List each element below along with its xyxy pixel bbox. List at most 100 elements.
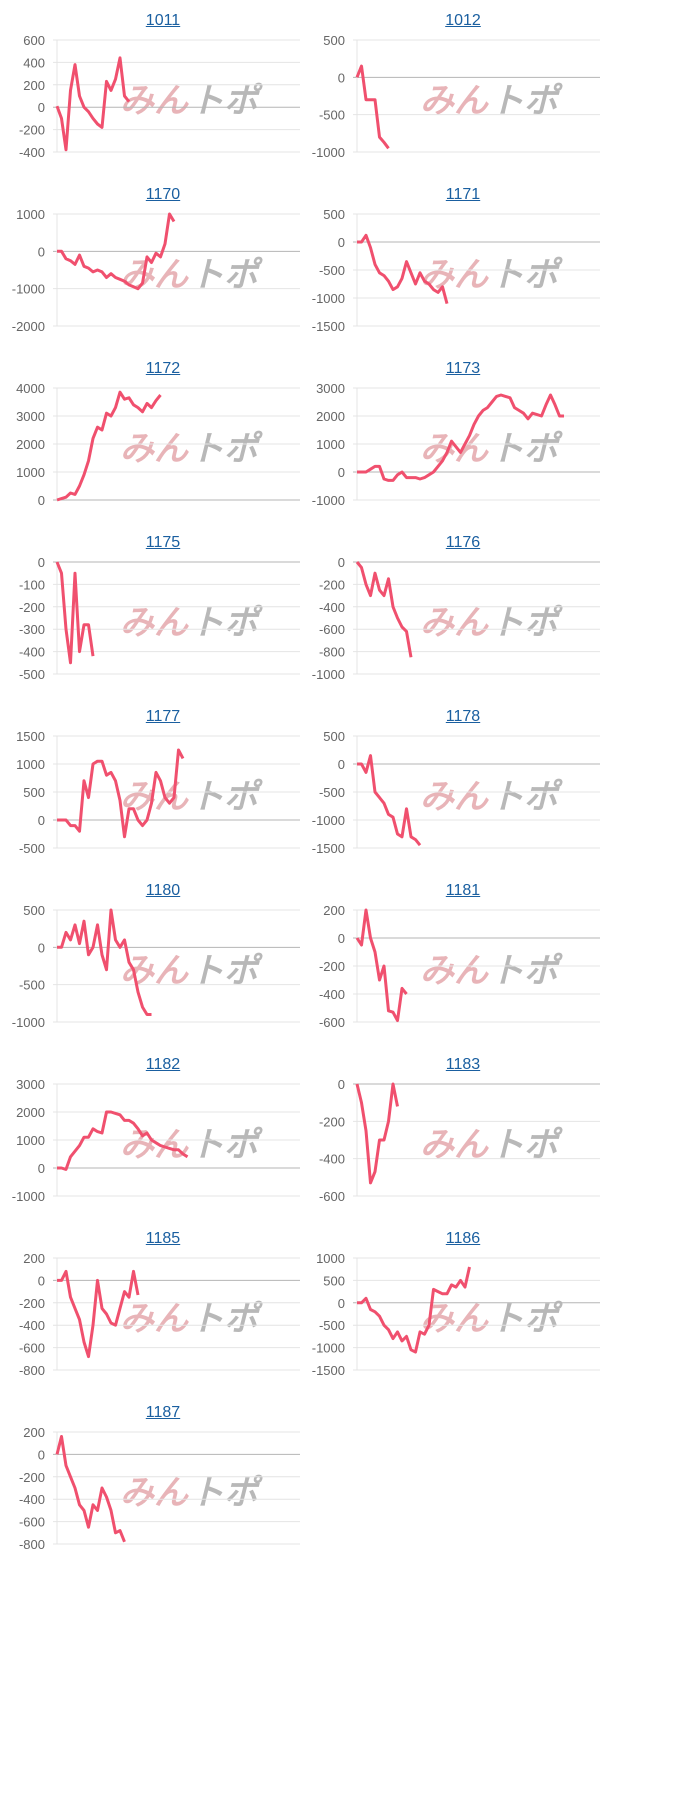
y-tick-label: -400 [319, 1152, 345, 1167]
chart-title-link[interactable]: 1182 [145, 1056, 181, 1073]
chart-title-link[interactable]: 1175 [145, 534, 181, 551]
y-tick-label: -1000 [312, 145, 345, 160]
svg-text:トポ: トポ [190, 603, 263, 643]
y-tick-label: 0 [338, 70, 345, 85]
series-line [56, 390, 162, 502]
line-chart: みん トポ 600 400 200 0 -200 -400 [19, 33, 300, 160]
y-tick-label: 500 [23, 785, 45, 800]
y-tick-label: -200 [319, 959, 345, 974]
y-tick-label: -1000 [312, 291, 345, 306]
chart-title-link[interactable]: 1176 [445, 534, 481, 551]
svg-text:トポ: トポ [490, 603, 563, 643]
y-tick-label: -200 [319, 1114, 345, 1129]
chart-panel: みん トポ 500 0 -500 -1000 -1500 1178 [300, 696, 600, 870]
y-tick-label: -300 [19, 622, 45, 637]
chart-title-link[interactable]: 1170 [145, 186, 181, 203]
y-tick-label: -600 [319, 1189, 345, 1204]
chart-title-link[interactable]: 1012 [445, 12, 481, 29]
y-tick-label: -1000 [312, 667, 345, 682]
y-tick-label: -800 [19, 1363, 45, 1378]
y-tick-label: -1500 [312, 1363, 345, 1378]
chart-title-link[interactable]: 1173 [445, 360, 481, 377]
chart-title-link[interactable]: 1172 [145, 360, 181, 377]
y-tick-label: 400 [23, 55, 45, 70]
series-line [55, 56, 131, 152]
y-tick-label: -500 [19, 841, 45, 856]
chart-title-link[interactable]: 1186 [445, 1230, 481, 1247]
watermark-logo: みん トポ [420, 951, 563, 991]
chart-title-link[interactable]: 1180 [145, 882, 181, 899]
chart-title-link[interactable]: 1185 [145, 1230, 181, 1247]
y-tick-label: -1000 [312, 1341, 345, 1356]
chart-panel: みん トポ 200 0 -200 -400 -600 -800 1185 [0, 1218, 300, 1392]
chart-title-link[interactable]: 1177 [145, 708, 181, 725]
chart-panel: みん トポ 600 400 200 0 -200 -400 1011 [0, 0, 300, 174]
y-tick-label: -600 [319, 1015, 345, 1030]
y-tick-label: 0 [338, 931, 345, 946]
y-tick-label: 200 [323, 903, 345, 918]
svg-text:みん: みん [120, 81, 189, 121]
y-tick-label: 2000 [316, 409, 345, 424]
svg-text:トポ: トポ [490, 1299, 563, 1339]
y-tick-label: 2000 [16, 1105, 45, 1120]
watermark-logo: みん トポ [120, 1299, 263, 1339]
y-tick-label: 0 [338, 757, 345, 772]
series-line [355, 908, 408, 1023]
chart-panel: みん トポ 1500 1000 500 0 -500 1177 [0, 696, 300, 870]
series-line [355, 1082, 399, 1185]
series-line [357, 754, 422, 847]
svg-text:みん: みん [420, 777, 489, 817]
y-tick-label: 0 [338, 465, 345, 480]
watermark-logo: みん トポ [420, 777, 563, 817]
line-chart: みん トポ 3000 2000 1000 0 -1000 [12, 1077, 300, 1204]
y-tick-label: -500 [319, 785, 345, 800]
watermark-logo: みん トポ [420, 255, 563, 295]
chart-panel: みん トポ 3000 2000 1000 0 -1000 1182 [0, 1044, 300, 1218]
y-tick-label: -1000 [12, 1015, 45, 1030]
series-line [55, 1435, 126, 1543]
y-tick-label: 3000 [16, 1077, 45, 1092]
chart-title-link[interactable]: 1011 [145, 12, 181, 29]
y-tick-label: -400 [19, 1492, 45, 1507]
y-tick-label: 0 [338, 1077, 345, 1092]
line-chart: みん トポ 500 0 -500 -1000 -1500 [312, 207, 600, 334]
svg-text:トポ: トポ [190, 1299, 263, 1339]
y-tick-label: 2000 [16, 437, 45, 452]
svg-text:トポ: トポ [190, 1125, 263, 1165]
watermark-logo: みん トポ [120, 1125, 263, 1165]
y-tick-label: -600 [19, 1515, 45, 1530]
y-tick-label: 0 [338, 1296, 345, 1311]
watermark-logo: みん トポ [120, 81, 263, 121]
svg-text:トポ: トポ [490, 777, 563, 817]
y-tick-label: 1000 [16, 207, 45, 222]
chart-title-link[interactable]: 1187 [145, 1404, 181, 1421]
chart-title-link[interactable]: 1171 [445, 186, 481, 203]
chart-panel: みん トポ 500 0 -500 -1000 1180 [0, 870, 300, 1044]
y-tick-label: 500 [323, 33, 345, 48]
y-tick-label: -200 [19, 1296, 45, 1311]
line-chart: みん トポ 1000 500 0 -500 -1000 -1500 [312, 1251, 600, 1378]
line-chart: みん トポ 200 0 -200 -400 -600 -800 [19, 1425, 300, 1552]
svg-text:トポ: トポ [190, 81, 263, 121]
watermark-logo: みん トポ [120, 603, 263, 643]
series-line [55, 561, 95, 665]
chart-title-link[interactable]: 1178 [445, 708, 481, 725]
svg-text:トポ: トポ [190, 777, 263, 817]
svg-text:みん: みん [120, 1299, 189, 1339]
chart-panel: みん トポ 500 0 -500 -1000 1012 [300, 0, 600, 174]
chart-title-link[interactable]: 1181 [445, 882, 481, 899]
chart-title-link[interactable]: 1183 [445, 1056, 481, 1073]
y-tick-label: -400 [19, 1318, 45, 1333]
y-tick-label: -1000 [312, 493, 345, 508]
y-tick-label: 0 [38, 1161, 45, 1176]
y-tick-label: -2000 [12, 319, 45, 334]
line-chart: みん トポ 0 -100 -200 -300 -400 -500 [19, 555, 300, 682]
y-tick-label: 0 [38, 813, 45, 828]
y-tick-label: 200 [23, 78, 45, 93]
svg-text:みん: みん [120, 1473, 189, 1513]
chart-panel: みん トポ 200 0 -200 -400 -600 1181 [300, 870, 600, 1044]
y-tick-label: 0 [38, 100, 45, 115]
watermark-logo: みん トポ [120, 1473, 263, 1513]
y-tick-label: 600 [23, 33, 45, 48]
